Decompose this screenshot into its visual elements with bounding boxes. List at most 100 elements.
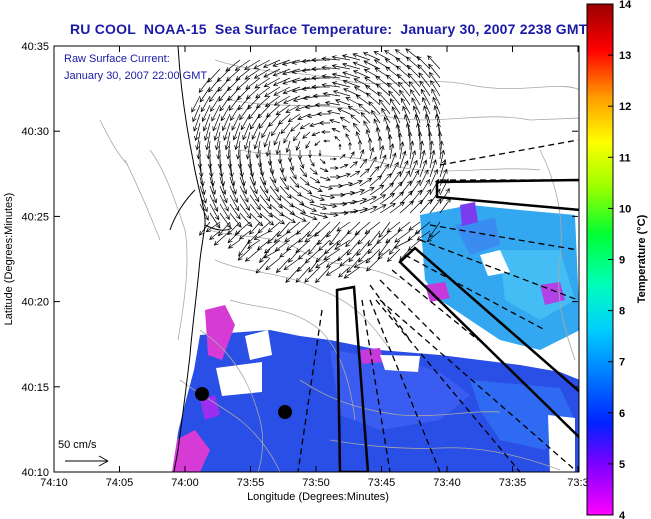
x-tick-label: 73:35 bbox=[499, 477, 527, 489]
current-vector bbox=[258, 240, 271, 250]
current-vector bbox=[230, 168, 235, 186]
current-vector bbox=[309, 240, 321, 254]
current-vector bbox=[417, 56, 430, 69]
station-marker bbox=[195, 387, 209, 401]
current-vector bbox=[360, 178, 372, 186]
current-vector bbox=[398, 222, 410, 231]
current-vector bbox=[368, 240, 380, 254]
x-tick-label: 74:00 bbox=[171, 477, 199, 489]
current-vector bbox=[192, 96, 200, 112]
colorbar-tick-label: 6 bbox=[619, 408, 625, 420]
current-vector bbox=[340, 209, 358, 213]
current-vector bbox=[410, 170, 419, 186]
sst-nodata bbox=[380, 355, 420, 372]
current-vector bbox=[294, 96, 310, 102]
current-vector bbox=[344, 267, 360, 278]
colorbar-tick-label: 7 bbox=[619, 357, 625, 369]
current-vector bbox=[291, 123, 300, 131]
current-vector bbox=[260, 186, 270, 201]
current-vector bbox=[240, 195, 250, 210]
current-vector bbox=[292, 69, 310, 74]
y-axis-label: Latitude (Degrees:Minutes) bbox=[3, 193, 15, 326]
current-vector bbox=[220, 177, 226, 194]
current-vector bbox=[398, 133, 402, 150]
current-vector bbox=[268, 150, 272, 165]
current-vector bbox=[350, 171, 360, 177]
current-vector bbox=[260, 168, 266, 185]
current-vector bbox=[284, 258, 300, 270]
current-vector bbox=[360, 159, 367, 168]
current-vector bbox=[270, 186, 281, 200]
y-tick-label: 40:20 bbox=[21, 297, 49, 309]
current-vector bbox=[194, 114, 201, 131]
current-vector bbox=[240, 177, 247, 194]
current-vector bbox=[330, 175, 340, 179]
x-tick-label: 74:05 bbox=[106, 477, 134, 489]
current-vector bbox=[309, 150, 312, 158]
current-vector bbox=[230, 177, 236, 194]
current-vector bbox=[310, 159, 314, 166]
current-vector bbox=[335, 137, 340, 142]
current-vector bbox=[409, 222, 420, 230]
current-vector bbox=[388, 135, 392, 150]
current-vector bbox=[353, 123, 360, 132]
current-vector bbox=[302, 87, 320, 91]
current-vector bbox=[370, 195, 386, 204]
current-vector bbox=[330, 231, 340, 245]
current-vector bbox=[275, 96, 291, 105]
y-tick-label: 40:35 bbox=[21, 41, 49, 53]
current-vector bbox=[332, 128, 340, 132]
current-vector bbox=[281, 123, 290, 134]
current-vector bbox=[330, 158, 336, 160]
current-vector bbox=[300, 159, 304, 168]
current-vector bbox=[250, 177, 257, 194]
current-vector bbox=[310, 186, 322, 192]
current-vector bbox=[256, 258, 270, 273]
current-vector bbox=[434, 106, 440, 123]
current-vector bbox=[293, 87, 310, 92]
current-vector bbox=[303, 96, 320, 100]
current-vector bbox=[390, 99, 400, 114]
y-tick-label: 40:10 bbox=[21, 467, 49, 479]
current-vector bbox=[435, 114, 440, 132]
x-tick-label: 73:3 bbox=[567, 477, 588, 489]
current-vector bbox=[324, 249, 340, 260]
colorbar-tick-label: 9 bbox=[619, 255, 625, 267]
current-vector bbox=[415, 115, 420, 133]
current-vector bbox=[343, 126, 350, 132]
current-vector bbox=[387, 249, 400, 262]
current-vector bbox=[370, 205, 386, 213]
current-vector bbox=[303, 132, 310, 138]
current-vector bbox=[250, 186, 259, 202]
sst-map: Raw Surface Current: January 30, 2007 22… bbox=[0, 0, 651, 519]
current-vector bbox=[279, 114, 290, 124]
current-vector bbox=[413, 106, 420, 123]
current-vector bbox=[401, 98, 410, 114]
current-vector bbox=[340, 117, 350, 123]
current-vector bbox=[368, 231, 380, 246]
current-vector bbox=[266, 141, 270, 156]
current-vector-field bbox=[192, 49, 451, 283]
current-vector bbox=[324, 140, 330, 142]
y-tick-label: 40:30 bbox=[21, 126, 49, 138]
sst-nodata bbox=[548, 415, 575, 472]
current-vector bbox=[240, 168, 245, 186]
current-vector bbox=[370, 167, 379, 178]
current-vector bbox=[330, 193, 345, 197]
current-vector bbox=[439, 141, 443, 159]
current-vector bbox=[220, 204, 229, 219]
current-vector bbox=[292, 60, 310, 64]
current-vector bbox=[350, 208, 367, 213]
current-vector bbox=[240, 231, 251, 239]
current-vector bbox=[340, 200, 357, 204]
x-tick-label: 73:40 bbox=[433, 477, 461, 489]
current-vector bbox=[210, 168, 215, 186]
current-date: January 30, 2007 22:00 GMT bbox=[64, 70, 207, 82]
current-vector bbox=[283, 60, 300, 66]
current-vector bbox=[315, 222, 330, 236]
current-vector bbox=[356, 132, 360, 141]
colorbar-tick-label: 11 bbox=[619, 152, 631, 164]
current-vector bbox=[346, 134, 350, 141]
current-vector bbox=[368, 139, 372, 151]
current-vector bbox=[359, 104, 370, 114]
